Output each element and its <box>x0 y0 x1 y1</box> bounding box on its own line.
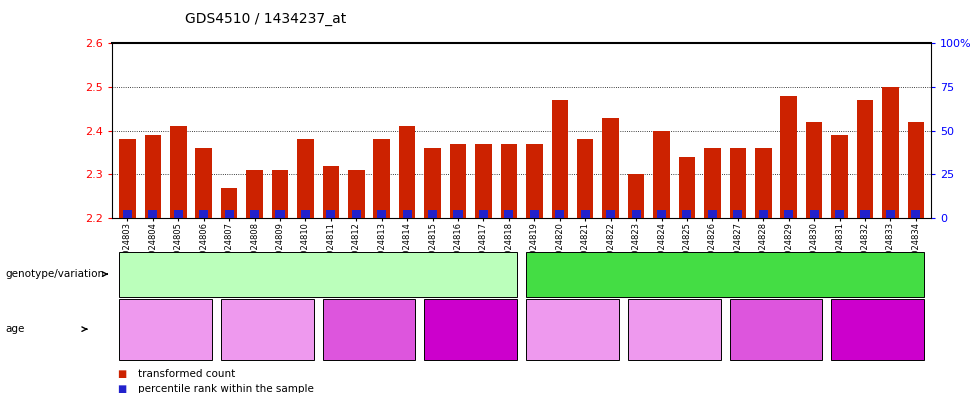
Bar <box>377 210 386 218</box>
Bar <box>857 100 874 218</box>
Bar <box>603 118 619 218</box>
Bar <box>348 170 365 218</box>
Bar <box>759 210 767 218</box>
Bar <box>832 135 848 218</box>
Bar <box>882 87 899 218</box>
Bar <box>144 135 161 218</box>
Text: wild type: wild type <box>292 269 343 279</box>
Text: postnatal day 6: postnatal day 6 <box>329 324 410 334</box>
Text: postnatal day 4: postnatal day 4 <box>226 324 308 334</box>
Bar <box>809 210 819 218</box>
Text: rd1: rd1 <box>716 269 734 279</box>
Bar <box>327 210 335 218</box>
Bar <box>679 157 695 218</box>
Bar <box>555 210 565 218</box>
Bar <box>195 148 212 218</box>
Bar <box>632 210 641 218</box>
Bar <box>908 122 924 218</box>
Text: postnatal day 2: postnatal day 2 <box>125 324 207 334</box>
Bar <box>581 210 590 218</box>
Bar <box>250 210 259 218</box>
Bar <box>170 126 186 218</box>
Text: genotype/variation: genotype/variation <box>5 269 104 279</box>
Bar <box>682 210 691 218</box>
Bar <box>352 210 361 218</box>
Bar <box>221 187 237 218</box>
Text: ■: ■ <box>117 384 126 393</box>
Bar <box>653 131 670 218</box>
Bar <box>247 170 263 218</box>
Bar <box>755 148 771 218</box>
Bar <box>628 174 644 218</box>
Bar <box>399 126 415 218</box>
Bar <box>297 140 314 218</box>
Bar <box>453 210 462 218</box>
Text: postnatal day 8: postnatal day 8 <box>837 324 918 334</box>
Bar <box>806 122 822 218</box>
Bar <box>912 210 920 218</box>
Text: transformed count: transformed count <box>138 369 236 379</box>
Bar <box>449 144 466 218</box>
Bar <box>224 210 234 218</box>
Bar <box>301 210 310 218</box>
Bar <box>199 210 209 218</box>
Bar <box>148 210 157 218</box>
Text: postnatal day 6: postnatal day 6 <box>735 324 817 334</box>
Bar <box>733 210 742 218</box>
Bar <box>835 210 844 218</box>
Bar <box>886 210 895 218</box>
Bar <box>861 210 870 218</box>
Bar <box>272 170 289 218</box>
Bar <box>526 144 543 218</box>
Bar <box>428 210 437 218</box>
Bar <box>708 210 717 218</box>
Bar <box>403 210 411 218</box>
Bar <box>780 96 797 218</box>
Text: postnatal day 2: postnatal day 2 <box>531 324 613 334</box>
Text: percentile rank within the sample: percentile rank within the sample <box>138 384 314 393</box>
Bar <box>500 144 517 218</box>
Bar <box>784 210 794 218</box>
Bar <box>552 100 568 218</box>
Text: GDS4510 / 1434237_at: GDS4510 / 1434237_at <box>185 11 346 26</box>
Bar <box>323 166 339 218</box>
Text: postnatal day 4: postnatal day 4 <box>634 324 715 334</box>
Bar <box>504 210 514 218</box>
Bar <box>529 210 539 218</box>
Bar <box>704 148 721 218</box>
Bar <box>276 210 285 218</box>
Bar <box>577 140 594 218</box>
Bar <box>373 140 390 218</box>
Text: postnatal day 8: postnatal day 8 <box>430 324 512 334</box>
Bar <box>174 210 182 218</box>
Bar <box>424 148 441 218</box>
Bar <box>475 144 491 218</box>
Bar <box>657 210 666 218</box>
Bar <box>119 140 136 218</box>
Text: age: age <box>5 324 24 334</box>
Bar <box>479 210 488 218</box>
Bar <box>606 210 615 218</box>
Bar <box>123 210 132 218</box>
Bar <box>729 148 746 218</box>
Text: ■: ■ <box>117 369 126 379</box>
